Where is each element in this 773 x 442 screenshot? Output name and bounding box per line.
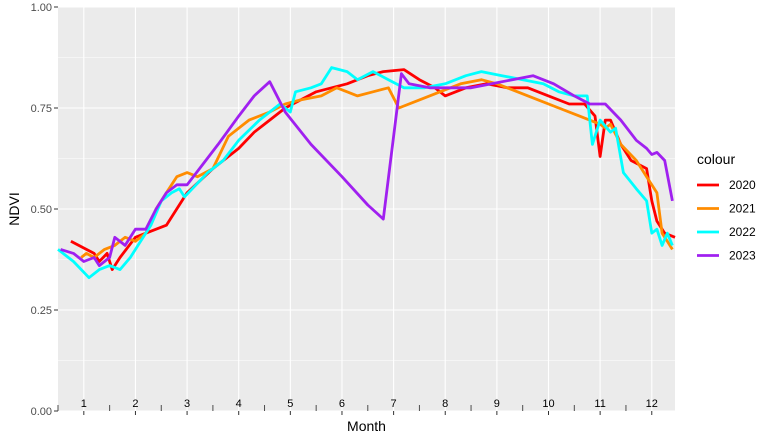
legend-label-2020: 2020: [729, 178, 756, 192]
x-axis-title: Month: [347, 418, 386, 434]
month-label: 6: [339, 398, 345, 410]
month-label: 2: [132, 398, 138, 410]
month-label: 12: [646, 398, 658, 410]
month-label: 7: [391, 398, 397, 410]
month-label: 5: [287, 398, 293, 410]
y-tick-label: 1.00: [31, 2, 52, 14]
series-line-2023: [60, 72, 674, 267]
minor-gridlines: [58, 57, 675, 361]
month-label: 9: [494, 398, 500, 410]
legend-title: colour: [697, 151, 735, 167]
month-label: 3: [184, 398, 190, 410]
month-label: 4: [236, 398, 242, 410]
month-label: 8: [442, 398, 448, 410]
month-label: 11: [594, 398, 605, 410]
y-tick-label: 0.50: [31, 204, 52, 216]
y-axis: 0.00 0.25 0.50 0.75 1.00: [31, 2, 58, 418]
series-line-2020: [70, 68, 676, 271]
month-divider-ticks: [57, 405, 627, 411]
series-lines: [57, 66, 676, 280]
major-gridlines: [58, 6, 675, 412]
y-axis-title: NDVI: [6, 192, 22, 225]
x-axis: [83, 411, 653, 415]
y-tick-label: 0.00: [31, 406, 52, 418]
legend-label-2023: 2023: [729, 249, 756, 263]
month-labels: 1 2 3 4 5 6 7 8 9 10 11 12: [81, 398, 658, 410]
legend-label-2021: 2021: [729, 202, 756, 216]
month-label: 1: [81, 398, 87, 410]
y-tick-label: 0.25: [31, 305, 52, 317]
series-line-2022: [57, 66, 674, 280]
y-tick-label: 0.75: [31, 103, 52, 115]
legend-label-2022: 2022: [729, 225, 756, 239]
month-label: 10: [542, 398, 554, 410]
legend: colour 2020 2021 2022 2023: [697, 151, 756, 263]
